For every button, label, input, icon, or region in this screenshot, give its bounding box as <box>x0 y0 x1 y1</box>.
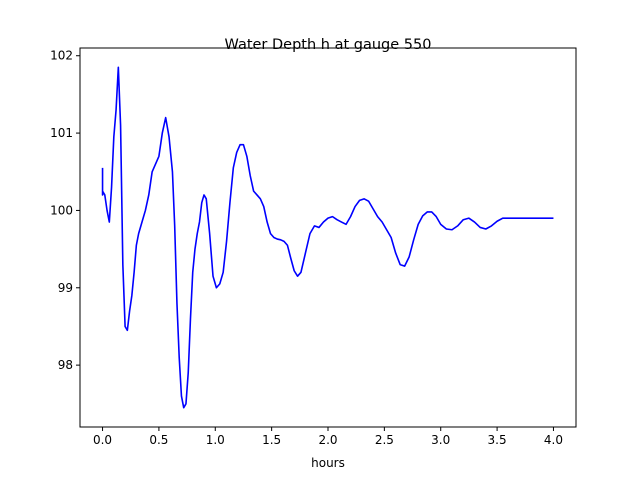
y-tick-label: 98 <box>58 358 73 372</box>
x-tick-label: 0.0 <box>93 433 112 447</box>
x-axis-label: hours <box>311 456 345 470</box>
y-axis-ticks: 98 99 100 101 102 <box>50 49 80 372</box>
y-tick-label: 101 <box>50 126 73 140</box>
x-axis-ticks: 0.0 0.5 1.0 1.5 2.0 2.5 3.0 3.5 4.0 <box>93 427 563 447</box>
x-tick-label: 1.0 <box>206 433 225 447</box>
series-line-0 <box>101 66 554 409</box>
x-tick-label: 3.0 <box>431 433 450 447</box>
y-tick-label: 99 <box>58 281 73 295</box>
x-tick-label: 2.0 <box>318 433 337 447</box>
y-tick-label: 102 <box>50 49 73 63</box>
x-tick-label: 4.0 <box>544 433 563 447</box>
x-tick-label: 0.5 <box>149 433 168 447</box>
x-tick-label: 1.5 <box>262 433 281 447</box>
chart-title: Water Depth h at gauge 550 <box>225 37 432 53</box>
y-tick-label: 100 <box>50 203 73 217</box>
x-tick-label: 2.5 <box>375 433 394 447</box>
x-tick-label: 3.5 <box>488 433 507 447</box>
plot-area <box>101 66 554 409</box>
plot-frame <box>79 47 577 428</box>
